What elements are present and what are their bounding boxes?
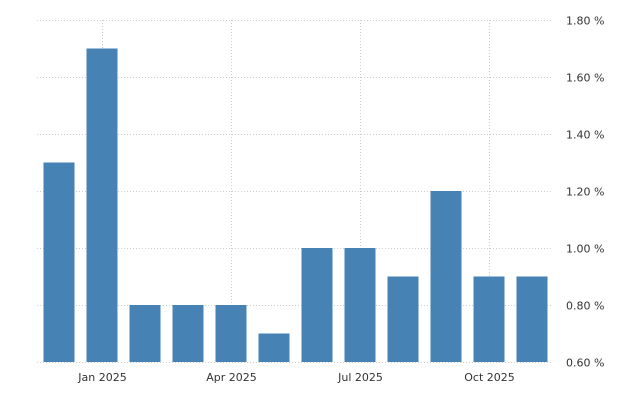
x-tick-label: Apr 2025 [206,371,257,384]
bar [86,48,118,362]
bar [172,305,204,362]
bar [43,162,75,362]
bar [301,248,333,362]
bar [215,305,247,362]
x-tick-label: Jan 2025 [77,371,126,384]
x-tick-label: Oct 2025 [464,371,515,384]
y-tick-label: 1.60 % [566,72,604,85]
y-tick-label: 1.20 % [566,186,604,199]
bar [344,248,376,362]
bar [258,333,290,362]
y-axis-labels: 0.60 % 0.80 % 1.00 % 1.20 % 1.40 % 1.60 % 1.80… [566,15,604,370]
bar [473,276,505,362]
bar [516,276,548,362]
y-tick-label: 1.80 % [566,15,604,28]
bar [430,191,462,362]
bar [387,276,419,362]
y-tick-label: 1.00 % [566,243,604,256]
x-axis-labels: Jan 2025 Apr 2025 Jul 2025 Oct 2025 [77,371,514,384]
bar-layer [43,48,548,362]
y-tick-label: 0.60 % [566,357,604,370]
x-tick-label: Jul 2025 [337,371,383,384]
y-tick-label: 0.80 % [566,300,604,313]
y-tick-label: 1.40 % [566,129,604,142]
bar [129,305,161,362]
